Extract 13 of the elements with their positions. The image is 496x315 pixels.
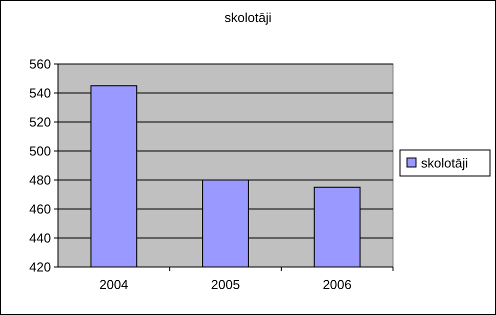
x-tick-label: 2005 [211,277,240,292]
y-tick-label: 460 [29,202,51,217]
y-tick-label: 560 [29,56,51,72]
y-tick-label: 540 [29,86,51,101]
legend-label: skolotāji [421,156,468,171]
y-tick-label: 500 [29,144,51,159]
chart-title: skolotāji [224,10,272,25]
y-tick-label: 480 [29,172,51,188]
y-tick-label: 420 [29,260,51,275]
y-tick-label: 520 [29,114,51,130]
x-tick-label: 2006 [322,277,352,292]
x-tick-label: 2004 [99,277,128,292]
y-tick-label: 440 [29,230,51,246]
